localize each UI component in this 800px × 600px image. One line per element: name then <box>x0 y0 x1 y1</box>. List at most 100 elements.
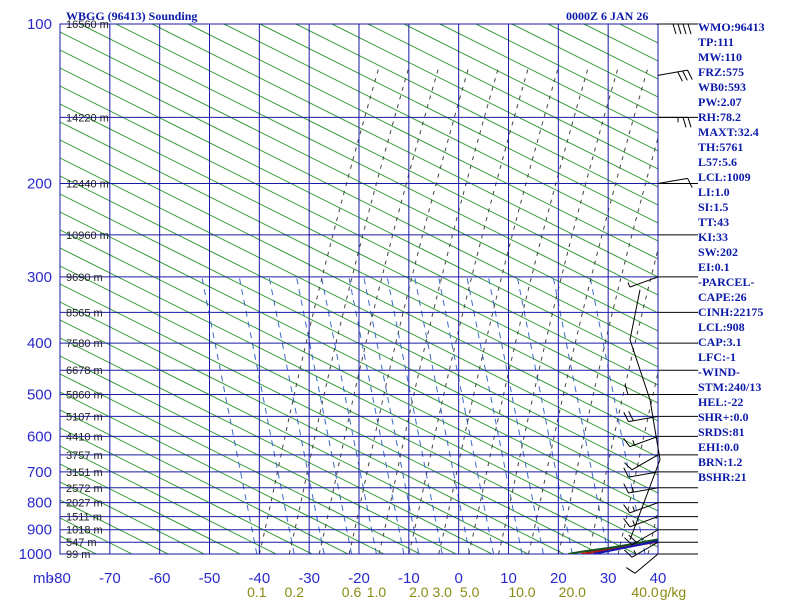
mixing-ratio-line <box>589 276 646 554</box>
moist-adiabat-line <box>408 65 530 554</box>
index-item: TP:111 <box>698 35 735 49</box>
index-item: WB0:593 <box>698 80 746 94</box>
dry-adiabat-line <box>60 139 658 440</box>
wind-barb-flag <box>682 70 688 81</box>
height-label: 12440 m <box>66 179 109 191</box>
dry-adiabat-line <box>60 157 658 458</box>
wind-barb-flag <box>628 534 637 543</box>
wind-barb-flag <box>687 178 693 188</box>
wind-barb-flag <box>623 518 631 528</box>
dry-adiabat-line <box>294 24 658 206</box>
dry-adiabat-line <box>60 193 658 494</box>
wind-barb-flag <box>623 438 631 447</box>
dry-adiabat-line <box>60 463 242 554</box>
mixing-ratio-lines <box>201 276 646 554</box>
mixing-ratio-line <box>438 276 495 554</box>
x-tick-label: -80 <box>49 570 71 587</box>
wind-barb-flag <box>677 71 683 82</box>
index-item: SRDS:81 <box>698 425 745 439</box>
dry-adiabat-line <box>366 24 658 170</box>
dry-adiabat-line <box>60 283 602 554</box>
x-tick-label: 40 <box>650 570 667 587</box>
index-item: MW:110 <box>698 50 742 64</box>
wind-barb-staff <box>631 454 659 471</box>
index-item: TT:43 <box>698 215 730 229</box>
wind-barb-flag <box>682 23 687 35</box>
mixing-ratio-label: g/kg <box>660 584 686 600</box>
dry-adiabat-line <box>60 211 658 512</box>
mixing-ratio-label: 40.0 <box>631 584 658 600</box>
index-item: CINH:22175 <box>698 305 764 319</box>
mixing-ratio-line <box>348 276 405 554</box>
height-label: 8565 m <box>66 307 103 319</box>
dry-adiabats <box>60 24 658 554</box>
x-tick-label: 10 <box>500 570 517 587</box>
pressure-label: 700 <box>27 464 52 481</box>
moist-adiabat-line <box>468 65 590 554</box>
index-item: L57:5.6 <box>698 155 737 169</box>
mixing-ratio-line <box>466 276 523 554</box>
x-tick-label: -50 <box>199 570 221 587</box>
dry-adiabat-line <box>60 373 422 554</box>
wind-barb-flag <box>624 537 633 546</box>
moist-adiabat-line <box>617 370 658 554</box>
wind-barb-flag <box>623 467 629 478</box>
dry-adiabat-line <box>60 445 278 554</box>
index-item: SHR+:0.0 <box>698 410 749 424</box>
moist-adiabat-line <box>527 65 649 554</box>
index-item: EHI:0.0 <box>698 440 740 454</box>
mixing-ratio-line <box>414 276 471 554</box>
wind-barb-flag <box>682 117 687 128</box>
wind-barb-half-flag <box>633 550 637 555</box>
index-item: FRZ:575 <box>698 65 744 79</box>
moist-adiabat-line <box>498 65 620 554</box>
dry-adiabat-line <box>60 427 314 554</box>
mixing-ratio-label: 2.0 <box>409 584 429 600</box>
wind-barb-flag <box>624 384 629 395</box>
wind-barb-flag <box>687 117 692 128</box>
mixing-ratio-line <box>487 276 544 554</box>
height-label: 1018 m <box>66 525 103 537</box>
dry-adiabat-line <box>222 24 658 242</box>
x-tick-label: 20 <box>550 570 567 587</box>
pressure-label: 600 <box>27 428 52 445</box>
dry-adiabat-line <box>60 265 638 554</box>
height-label: 547 m <box>66 537 97 549</box>
dry-adiabat-line <box>186 24 658 260</box>
index-item: LCL:1009 <box>698 170 751 184</box>
wind-barb-flag <box>624 549 633 558</box>
height-label: 99 m <box>66 549 90 561</box>
index-item: CAP:3.1 <box>698 335 742 349</box>
index-item: SI:1.5 <box>698 200 729 214</box>
wind-barb-half-flag <box>632 440 635 446</box>
dry-adiabat-line <box>60 229 658 530</box>
index-item: BRN:1.2 <box>698 455 743 469</box>
mixing-ratio-label: 10.0 <box>508 584 535 600</box>
dry-adiabat-line <box>60 103 658 404</box>
grid <box>59 23 698 555</box>
x-tick-label: -40 <box>248 570 270 587</box>
dry-adiabat-line <box>78 24 658 314</box>
wind-barb-flag <box>626 567 636 574</box>
index-item: MAXT:32.4 <box>698 125 759 139</box>
wind-barb-flag <box>624 462 633 471</box>
moist-adiabat-line <box>318 65 440 554</box>
dry-adiabat-line <box>60 337 494 554</box>
dry-adiabat-line <box>60 355 458 554</box>
mixing-ratio-line <box>296 276 353 554</box>
height-label: 9690 m <box>66 272 103 284</box>
height-label: 7580 m <box>66 338 103 350</box>
dry-adiabat-line <box>60 121 658 422</box>
index-item: LCL:908 <box>698 320 745 334</box>
dry-adiabat-line <box>60 31 658 332</box>
height-label: 5107 m <box>66 411 103 423</box>
x-tick-label: 30 <box>600 570 617 587</box>
mixing-ratio-label: 5.0 <box>460 584 480 600</box>
moist-adiabat-line <box>348 65 470 554</box>
moist-adiabat-line <box>378 65 500 554</box>
wind-barb-flag <box>623 412 629 422</box>
dry-adiabat-line <box>60 85 658 386</box>
mixing-ratio-label: 0.1 <box>247 584 267 600</box>
index-item: CAPE:26 <box>698 290 747 304</box>
